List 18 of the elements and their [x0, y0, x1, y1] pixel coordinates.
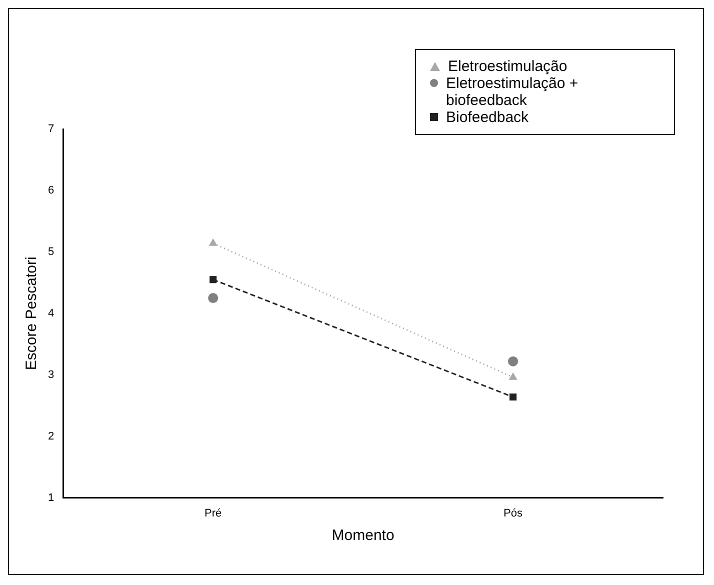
- point: [208, 293, 218, 304]
- y-tick-label: 2: [48, 430, 54, 442]
- point: [509, 393, 517, 401]
- y-tick-label: 7: [48, 123, 54, 136]
- y-axis-title: Escore Pescatori: [23, 256, 40, 370]
- point: [210, 276, 217, 284]
- y-tick-label: 6: [48, 184, 54, 196]
- legend-label: Eletroestimulação: [448, 58, 568, 75]
- legend-label: Biofeedback: [446, 109, 529, 126]
- y-tick-label: 1: [48, 492, 54, 504]
- y-tick-label: 3: [48, 368, 54, 381]
- y-tick-label: 5: [48, 246, 54, 258]
- legend-label: Eletroestimulação + biofeedback: [446, 75, 580, 109]
- x-axis-title: Momento: [332, 527, 394, 544]
- x-tick-label: Pós: [504, 507, 523, 520]
- x-tick-label: Pré: [204, 507, 222, 520]
- point: [508, 356, 518, 366]
- y-tick-label: 4: [48, 307, 54, 320]
